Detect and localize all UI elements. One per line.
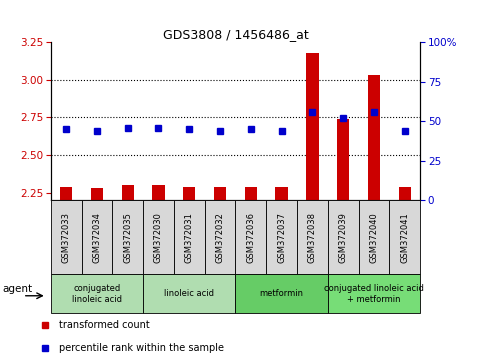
Text: GSM372040: GSM372040 [369, 212, 379, 263]
Bar [306, 53, 319, 200]
Bar [174, 200, 205, 274]
Text: GSM372039: GSM372039 [339, 212, 348, 263]
Text: GSM372034: GSM372034 [92, 212, 101, 263]
Text: conjugated
linoleic acid: conjugated linoleic acid [72, 284, 122, 303]
Bar [143, 274, 236, 313]
Text: GSM372036: GSM372036 [246, 212, 256, 263]
Text: conjugated linoleic acid
+ metformin: conjugated linoleic acid + metformin [324, 284, 424, 303]
Text: transformed count: transformed count [58, 320, 149, 330]
Bar [266, 200, 297, 274]
Text: GSM372033: GSM372033 [62, 212, 71, 263]
Bar [214, 187, 226, 200]
Bar [398, 187, 411, 200]
Text: GSM372031: GSM372031 [185, 212, 194, 263]
Text: GSM372037: GSM372037 [277, 212, 286, 263]
Bar [358, 200, 389, 274]
Bar [328, 274, 420, 313]
Bar [112, 200, 143, 274]
Bar [275, 187, 288, 200]
Text: GSM372038: GSM372038 [308, 212, 317, 263]
Bar [389, 200, 420, 274]
Bar [337, 119, 349, 200]
Text: percentile rank within the sample: percentile rank within the sample [58, 343, 224, 353]
Bar [245, 187, 257, 200]
Bar [297, 200, 328, 274]
Bar [328, 200, 358, 274]
Bar [152, 185, 165, 200]
Text: GSM372032: GSM372032 [215, 212, 225, 263]
Bar [183, 187, 196, 200]
Text: agent: agent [2, 284, 33, 294]
Bar [60, 187, 72, 200]
Text: GSM372035: GSM372035 [123, 212, 132, 263]
Text: linoleic acid: linoleic acid [164, 289, 214, 298]
Bar [205, 200, 236, 274]
Bar [236, 200, 266, 274]
Bar [143, 200, 174, 274]
Bar [51, 274, 143, 313]
Bar [91, 188, 103, 200]
Text: metformin: metformin [260, 289, 304, 298]
Bar [236, 274, 328, 313]
Bar [82, 200, 112, 274]
Bar [51, 200, 82, 274]
Bar [122, 185, 134, 200]
Bar [368, 75, 380, 200]
Title: GDS3808 / 1456486_at: GDS3808 / 1456486_at [163, 28, 308, 41]
Text: GSM372030: GSM372030 [154, 212, 163, 263]
Text: GSM372041: GSM372041 [400, 212, 409, 263]
